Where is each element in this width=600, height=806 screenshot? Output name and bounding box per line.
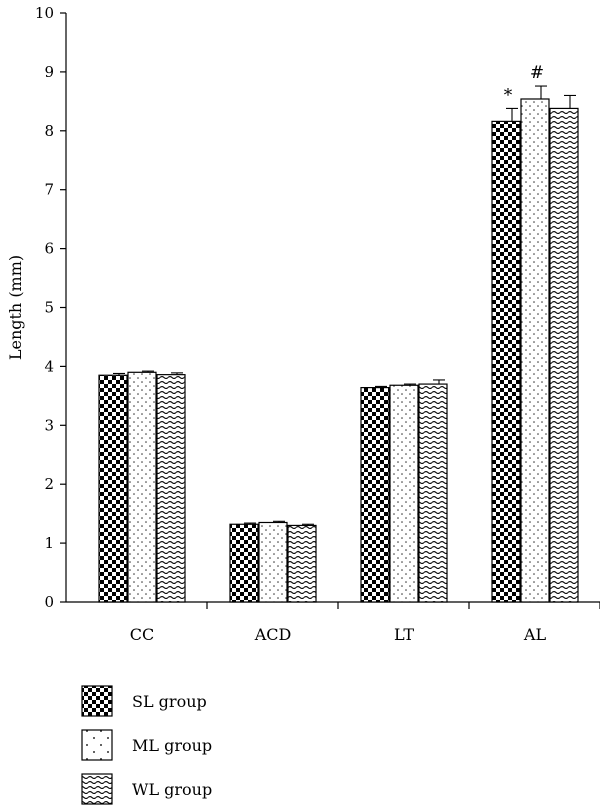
y-tick-label: 3 [44,416,54,434]
x-category-label: LT [394,625,414,644]
bar-checker-al [491,120,521,603]
y-tick-label: 6 [44,240,54,258]
bar-checker-acd [229,523,259,603]
bar-dots-al [520,98,550,603]
legend-label: ML group [132,736,212,755]
y-tick-label: 9 [44,63,54,81]
significance-marker: * [504,85,513,105]
x-category-label: AL [523,625,547,644]
legend-swatch-waves [81,773,113,805]
legend: SL group ML group WL group [81,685,212,805]
y-tick-label: 0 [44,593,54,611]
legend-label: SL group [132,692,207,711]
y-tick-label: 8 [44,122,54,140]
y-tick-label: 4 [44,357,54,375]
bar-dots-cc [127,371,157,603]
legend-swatch-dots [81,729,113,761]
bar-dots-lt [389,384,419,603]
bar-checker-lt [360,387,390,603]
legend-swatch-checker [81,685,113,717]
bar-waves-lt [418,383,448,603]
legend-label: WL group [132,780,212,799]
bar-waves-cc [156,374,186,603]
y-tick-label: 2 [44,475,54,493]
bar-waves-acd [287,524,317,603]
y-axis-title: Length (mm) [6,255,25,360]
y-tick-label: 7 [44,181,54,199]
y-tick-label: 1 [44,534,54,552]
bar-dots-acd [258,521,288,603]
x-category-label: CC [130,625,154,644]
bar-checker-cc [98,374,128,603]
bars-group: *# [98,63,579,603]
y-tick-label: 10 [35,4,54,22]
axes: 0 1 2 3 4 5 6 7 8 9 10 Length (mm) CC ACD LT AL [6,4,600,644]
significance-marker: # [530,63,544,83]
y-tick-label: 5 [44,299,54,317]
x-category-label: ACD [254,625,292,644]
bar-waves-al [549,107,579,603]
